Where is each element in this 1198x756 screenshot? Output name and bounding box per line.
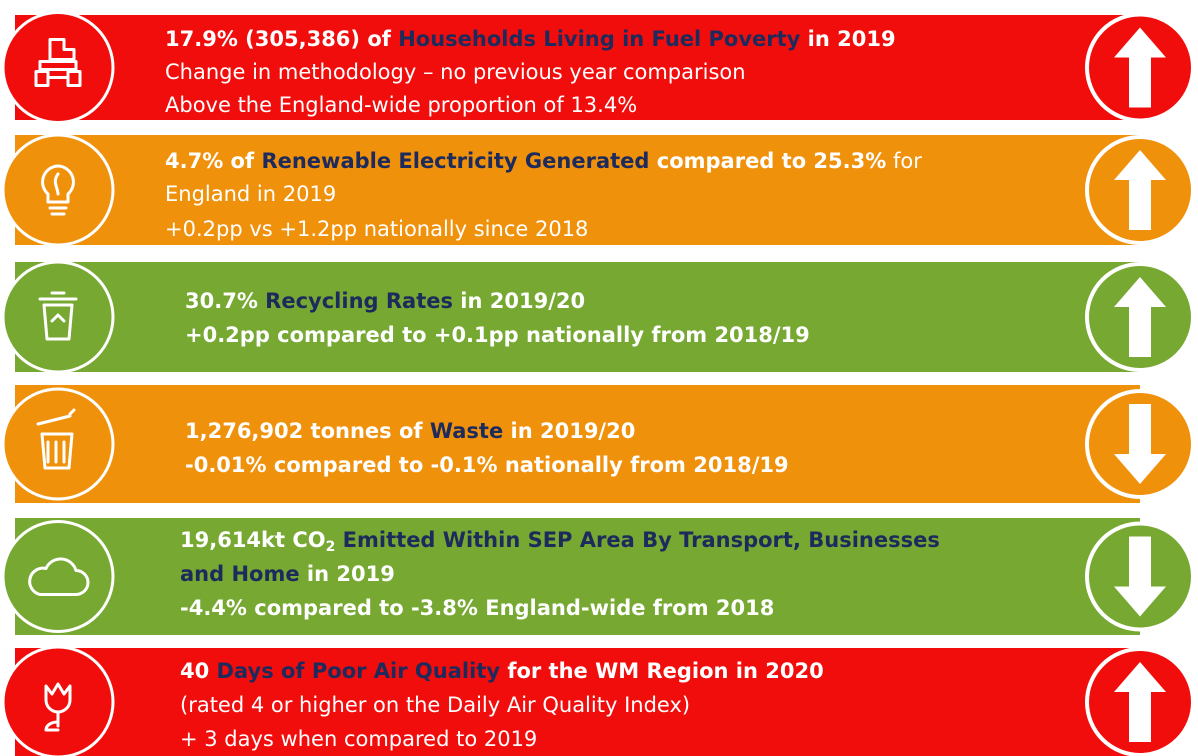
text-run: England in 2019 xyxy=(165,182,336,206)
row-text-line: 40 Days of Poor Air Quality for the WM R… xyxy=(180,659,824,683)
text-run: (rated 4 or higher on the Daily Air Qual… xyxy=(180,693,690,717)
text-run: Waste xyxy=(430,419,503,443)
row-icon xyxy=(34,38,82,87)
text-run: Days of Poor Air Quality xyxy=(217,659,501,683)
info-row: 1,276,902 tonnes of Waste in 2019/20 -0.0… xyxy=(1,385,1195,503)
row-text-line: +0.2pp vs +1.2pp nationally since 2018 xyxy=(165,217,588,241)
row-band xyxy=(15,135,1140,245)
row-text-line: -4.4% compared to -3.8% England-wide fro… xyxy=(180,596,774,620)
row-text-line: 4.7% of Renewable Electricity Generated … xyxy=(165,149,922,173)
row-text-line: 17.9% (305,386) of Households Living in … xyxy=(165,27,896,51)
text-run: Recycling Rates xyxy=(265,289,453,313)
row-text-line: Above the England-wide proportion of 13.… xyxy=(165,93,637,117)
row-text-line: Change in methodology – no previous year… xyxy=(165,60,746,84)
row-icon xyxy=(38,291,78,341)
row-text-line: +0.2pp compared to +0.1pp nationally fro… xyxy=(185,323,810,347)
text-run: -0.01% compared to -0.1% nationally from… xyxy=(185,453,789,477)
text-run: in 2019 xyxy=(300,562,395,586)
row-band xyxy=(15,15,1140,120)
left-badge xyxy=(1,520,115,633)
trend-arrow xyxy=(1114,404,1166,484)
trend-arrow xyxy=(1114,536,1166,617)
trend-arrow xyxy=(1114,662,1166,742)
trend-arrow xyxy=(1114,277,1166,357)
row-band xyxy=(15,518,1140,635)
text-run: 17.9% (305,386) of xyxy=(165,27,398,51)
text-run: 30.7% xyxy=(185,289,265,313)
info-row: 19,614kt CO2 Emitted Within SEP Area By … xyxy=(1,518,1195,635)
text-run: Households Living in Fuel Poverty xyxy=(398,27,800,51)
text-run: +0.2pp compared to +0.1pp nationally fro… xyxy=(185,323,810,347)
info-row: 30.7% Recycling Rates in 2019/20 +0.2pp c… xyxy=(1,260,1195,374)
row-text-line: 19,614kt CO2 Emitted Within SEP Area By … xyxy=(180,528,940,555)
text-run: and Home xyxy=(180,562,300,586)
row-band xyxy=(15,648,1140,756)
row-text-line: -0.01% compared to -0.1% nationally from… xyxy=(185,453,789,477)
trend-arrow xyxy=(1114,150,1166,230)
text-run: 2 xyxy=(326,539,336,555)
text-run: 40 xyxy=(180,659,217,683)
text-run: + 3 days when compared to 2019 xyxy=(180,727,537,751)
text-run: in 2019/20 xyxy=(503,419,635,443)
row-text-line: + 3 days when compared to 2019 xyxy=(180,727,537,751)
row-band xyxy=(15,262,1140,372)
row-band xyxy=(15,385,1140,503)
text-run: for xyxy=(886,149,922,173)
row-icon xyxy=(36,408,76,470)
text-run: Above the England-wide proportion of 13.… xyxy=(165,93,637,117)
text-run: in 2019/20 xyxy=(453,289,585,313)
row-text-line: (rated 4 or higher on the Daily Air Qual… xyxy=(180,693,690,717)
text-run: 1,276,902 tonnes of xyxy=(185,419,430,443)
row-text-line: England in 2019 xyxy=(165,182,336,206)
row-icon xyxy=(44,682,72,732)
info-row: 40 Days of Poor Air Quality for the WM R… xyxy=(1,645,1195,756)
text-run: Renewable Electricity Generated xyxy=(261,149,649,173)
left-badge xyxy=(1,645,115,756)
row-text-line: 30.7% Recycling Rates in 2019/20 xyxy=(185,289,585,313)
text-run: Emitted Within SEP Area By Transport, Bu… xyxy=(335,528,939,552)
text-run: 4.7% of xyxy=(165,149,261,173)
info-row: 4.7% of Renewable Electricity Generated … xyxy=(1,133,1195,247)
text-run: in 2019 xyxy=(800,27,895,51)
text-run: compared to 25.3% xyxy=(649,149,886,173)
row-icon xyxy=(28,557,90,596)
text-run: for the WM Region in 2020 xyxy=(500,659,824,683)
info-row: 17.9% (305,386) of Households Living in … xyxy=(1,11,1195,124)
text-run: Change in methodology – no previous year… xyxy=(165,60,746,84)
left-badge xyxy=(1,387,115,501)
text-run: +0.2pp vs +1.2pp nationally since 2018 xyxy=(165,217,588,241)
text-run: 19,614kt CO xyxy=(180,528,326,552)
row-text-line: and Home in 2019 xyxy=(180,562,395,586)
text-run: -4.4% compared to -3.8% England-wide fro… xyxy=(180,596,774,620)
trend-arrow xyxy=(1114,27,1166,108)
row-icon xyxy=(41,164,75,216)
left-badge xyxy=(1,11,115,124)
row-text-line: 1,276,902 tonnes of Waste in 2019/20 xyxy=(185,419,635,443)
